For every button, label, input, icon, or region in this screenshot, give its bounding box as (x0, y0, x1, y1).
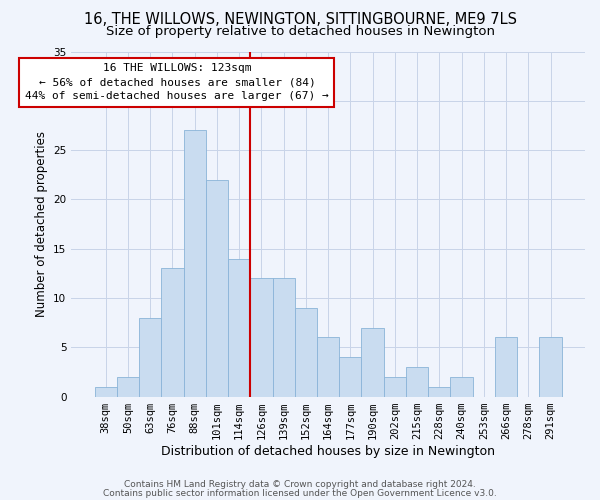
Bar (384, 377, 406, 396)
Bar (228, 258, 250, 396)
Text: Size of property relative to detached houses in Newington: Size of property relative to detached ho… (106, 25, 494, 38)
Bar (361, 328, 384, 396)
Bar (495, 338, 517, 396)
Bar (339, 357, 361, 397)
Bar (317, 338, 339, 396)
Text: 16, THE WILLOWS, NEWINGTON, SITTINGBOURNE, ME9 7LS: 16, THE WILLOWS, NEWINGTON, SITTINGBOURN… (83, 12, 517, 28)
Bar (95, 386, 117, 396)
Bar (250, 278, 272, 396)
Bar (139, 318, 161, 396)
Y-axis label: Number of detached properties: Number of detached properties (35, 131, 47, 317)
Text: 16 THE WILLOWS: 123sqm
← 56% of detached houses are smaller (84)
44% of semi-det: 16 THE WILLOWS: 123sqm ← 56% of detached… (25, 64, 329, 102)
Bar (272, 278, 295, 396)
Bar (184, 130, 206, 396)
Bar (295, 308, 317, 396)
Text: Contains public sector information licensed under the Open Government Licence v3: Contains public sector information licen… (103, 488, 497, 498)
Bar (161, 268, 184, 396)
Bar (406, 367, 428, 396)
Bar (428, 386, 451, 396)
Text: Contains HM Land Registry data © Crown copyright and database right 2024.: Contains HM Land Registry data © Crown c… (124, 480, 476, 489)
Bar (451, 377, 473, 396)
Bar (539, 338, 562, 396)
Bar (117, 377, 139, 396)
Bar (206, 180, 228, 396)
X-axis label: Distribution of detached houses by size in Newington: Distribution of detached houses by size … (161, 444, 495, 458)
